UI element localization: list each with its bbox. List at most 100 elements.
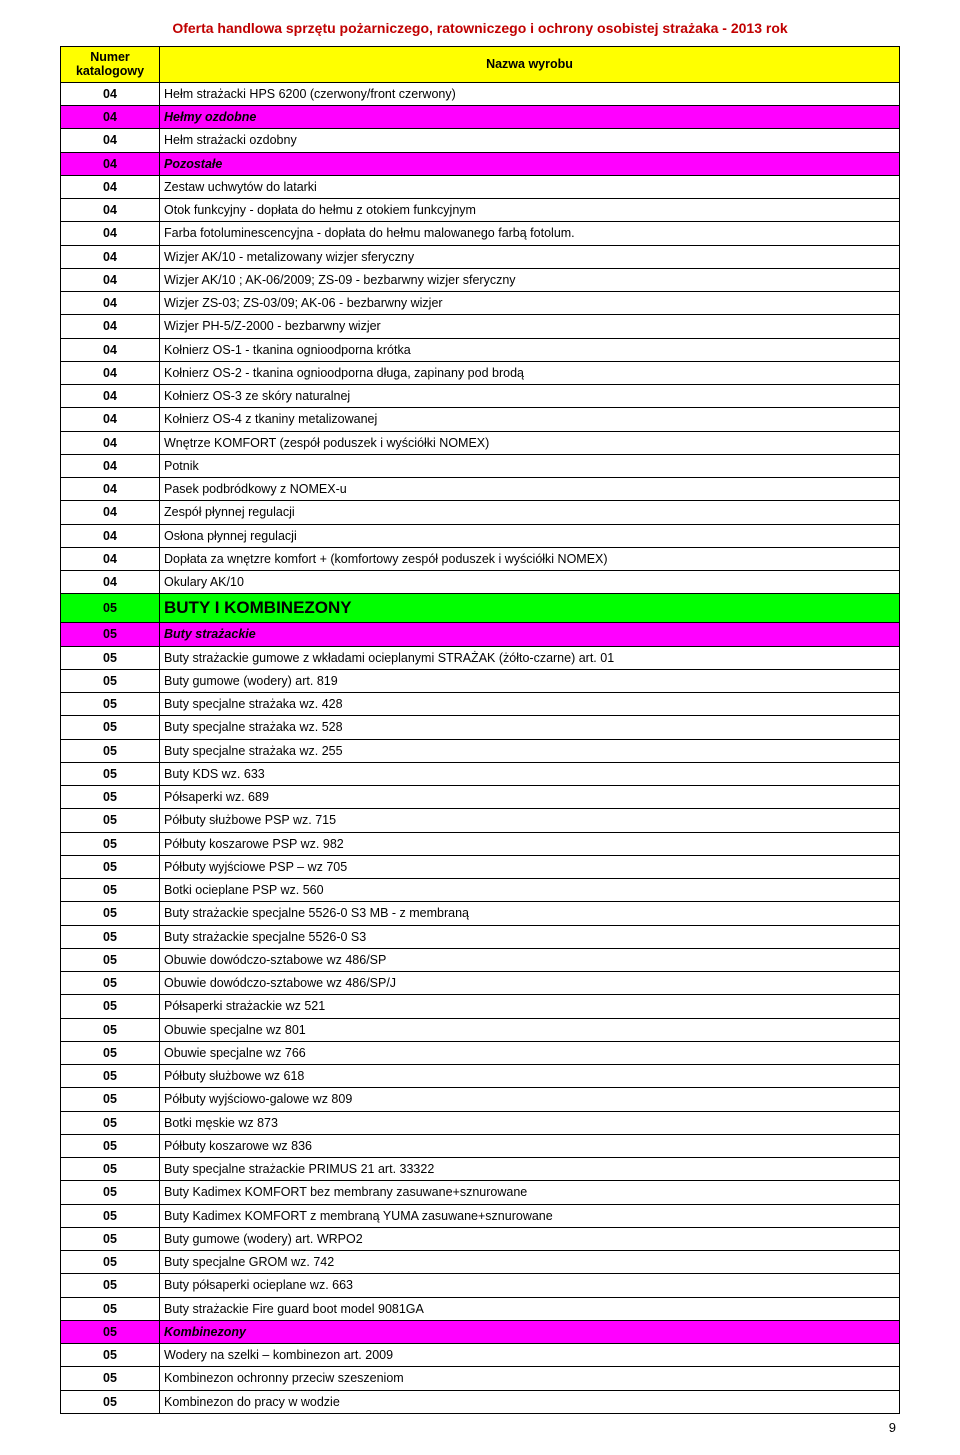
cell-product-name: Wizjer PH-5/Z-2000 - bezbarwny wizjer bbox=[160, 315, 900, 338]
cell-product-name: Dopłata za wnętzre komfort + (komfortowy… bbox=[160, 547, 900, 570]
cell-product-name: Buty strażackie bbox=[160, 623, 900, 646]
cell-catalog-number: 05 bbox=[61, 1367, 160, 1390]
cell-catalog-number: 04 bbox=[61, 222, 160, 245]
table-row: 05Obuwie specjalne wz 766 bbox=[61, 1041, 900, 1064]
cell-product-name: Wizjer AK/10 - metalizowany wizjer sfery… bbox=[160, 245, 900, 268]
cell-product-name: Półbuty służbowe PSP wz. 715 bbox=[160, 809, 900, 832]
cell-product-name: Buty specjalne strażaka wz. 528 bbox=[160, 716, 900, 739]
cell-catalog-number: 04 bbox=[61, 361, 160, 384]
cell-catalog-number: 04 bbox=[61, 431, 160, 454]
table-row: 05Buty półsaperki ocieplane wz. 663 bbox=[61, 1274, 900, 1297]
page-number: 9 bbox=[60, 1420, 900, 1435]
table-row: 04Dopłata za wnętzre komfort + (komforto… bbox=[61, 547, 900, 570]
cell-product-name: Buty specjalne strażackie PRIMUS 21 art.… bbox=[160, 1158, 900, 1181]
cell-catalog-number: 05 bbox=[61, 762, 160, 785]
cell-catalog-number: 05 bbox=[61, 1158, 160, 1181]
cell-product-name: Pozostałe bbox=[160, 152, 900, 175]
cell-catalog-number: 05 bbox=[61, 1344, 160, 1367]
cell-product-name: Półbuty służbowe wz 618 bbox=[160, 1065, 900, 1088]
cell-catalog-number: 05 bbox=[61, 716, 160, 739]
table-row: 04Kołnierz OS-3 ze skóry naturalnej bbox=[61, 385, 900, 408]
table-row: 05Buty strażackie bbox=[61, 623, 900, 646]
cell-product-name: Hełm strażacki ozdobny bbox=[160, 129, 900, 152]
table-row: 04Kołnierz OS-4 z tkaniny metalizowanej bbox=[61, 408, 900, 431]
cell-catalog-number: 04 bbox=[61, 385, 160, 408]
table-row: 05BUTY I KOMBINEZONY bbox=[61, 594, 900, 623]
cell-catalog-number: 05 bbox=[61, 669, 160, 692]
table-row: 05Buty strażackie specjalne 5526-0 S3 MB… bbox=[61, 902, 900, 925]
cell-product-name: Hełmy ozdobne bbox=[160, 106, 900, 129]
header-col-number-line1: Numer bbox=[90, 50, 130, 64]
table-row: 05Buty Kadimex KOMFORT bez membrany zasu… bbox=[61, 1181, 900, 1204]
cell-catalog-number: 04 bbox=[61, 315, 160, 338]
cell-catalog-number: 05 bbox=[61, 1251, 160, 1274]
table-row: 04Pasek podbródkowy z NOMEX-u bbox=[61, 478, 900, 501]
table-row: 04Otok funkcyjny - dopłata do hełmu z ot… bbox=[61, 199, 900, 222]
cell-product-name: Kołnierz OS-1 - tkanina ognioodporna kró… bbox=[160, 338, 900, 361]
cell-catalog-number: 04 bbox=[61, 408, 160, 431]
cell-product-name: Botki ocieplane PSP wz. 560 bbox=[160, 879, 900, 902]
cell-catalog-number: 05 bbox=[61, 623, 160, 646]
table-row: 05Obuwie specjalne wz 801 bbox=[61, 1018, 900, 1041]
cell-catalog-number: 05 bbox=[61, 972, 160, 995]
cell-catalog-number: 05 bbox=[61, 995, 160, 1018]
cell-product-name: Półbuty wyjściowe PSP – wz 705 bbox=[160, 855, 900, 878]
cell-product-name: Kombinezony bbox=[160, 1320, 900, 1343]
catalog-table: Numer katalogowy Nazwa wyrobu 04Hełm str… bbox=[60, 46, 900, 1414]
table-row: 04Hełm strażacki ozdobny bbox=[61, 129, 900, 152]
cell-catalog-number: 05 bbox=[61, 855, 160, 878]
cell-catalog-number: 05 bbox=[61, 902, 160, 925]
cell-product-name: Buty Kadimex KOMFORT z membraną YUMA zas… bbox=[160, 1204, 900, 1227]
cell-catalog-number: 04 bbox=[61, 82, 160, 105]
table-row: 04Kołnierz OS-2 - tkanina ognioodporna d… bbox=[61, 361, 900, 384]
cell-catalog-number: 05 bbox=[61, 1320, 160, 1343]
table-row: 05Półbuty służbowe PSP wz. 715 bbox=[61, 809, 900, 832]
cell-product-name: Półbuty wyjściowo-galowe wz 809 bbox=[160, 1088, 900, 1111]
table-row: 05Buty strażackie gumowe z wkładami ocie… bbox=[61, 646, 900, 669]
cell-product-name: Wizjer AK/10 ; AK-06/2009; ZS-09 - bezba… bbox=[160, 268, 900, 291]
table-row: 04Osłona płynnej regulacji bbox=[61, 524, 900, 547]
table-header-row: Numer katalogowy Nazwa wyrobu bbox=[61, 47, 900, 83]
cell-product-name: Okulary AK/10 bbox=[160, 571, 900, 594]
table-row: 05Kombinezon do pracy w wodzie bbox=[61, 1390, 900, 1413]
cell-product-name: Półsaperki wz. 689 bbox=[160, 786, 900, 809]
cell-product-name: Kołnierz OS-2 - tkanina ognioodporna dłu… bbox=[160, 361, 900, 384]
cell-catalog-number: 04 bbox=[61, 152, 160, 175]
table-row: 04Wizjer AK/10 - metalizowany wizjer sfe… bbox=[61, 245, 900, 268]
document-title: Oferta handlowa sprzętu pożarniczego, ra… bbox=[60, 20, 900, 36]
cell-catalog-number: 05 bbox=[61, 1111, 160, 1134]
table-row: 05Buty specjalne strażackie PRIMUS 21 ar… bbox=[61, 1158, 900, 1181]
cell-product-name: Półbuty koszarowe wz 836 bbox=[160, 1134, 900, 1157]
table-row: 05Wodery na szelki – kombinezon art. 200… bbox=[61, 1344, 900, 1367]
cell-product-name: Wizjer ZS-03; ZS-03/09; AK-06 - bezbarwn… bbox=[160, 292, 900, 315]
cell-catalog-number: 04 bbox=[61, 268, 160, 291]
cell-product-name: Półbuty koszarowe PSP wz. 982 bbox=[160, 832, 900, 855]
cell-catalog-number: 04 bbox=[61, 571, 160, 594]
table-row: 05Botki ocieplane PSP wz. 560 bbox=[61, 879, 900, 902]
cell-catalog-number: 04 bbox=[61, 175, 160, 198]
table-row: 05Buty KDS wz. 633 bbox=[61, 762, 900, 785]
cell-catalog-number: 05 bbox=[61, 1274, 160, 1297]
cell-catalog-number: 05 bbox=[61, 879, 160, 902]
table-row: 05Buty specjalne strażaka wz. 528 bbox=[61, 716, 900, 739]
table-row: 05Obuwie dowódczo-sztabowe wz 486/SP bbox=[61, 948, 900, 971]
cell-catalog-number: 05 bbox=[61, 1134, 160, 1157]
table-row: 05Kombinezon ochronny przeciw szeszeniom bbox=[61, 1367, 900, 1390]
cell-product-name: Wodery na szelki – kombinezon art. 2009 bbox=[160, 1344, 900, 1367]
cell-catalog-number: 05 bbox=[61, 925, 160, 948]
cell-catalog-number: 04 bbox=[61, 478, 160, 501]
cell-product-name: Zestaw uchwytów do latarki bbox=[160, 175, 900, 198]
table-row: 05Kombinezony bbox=[61, 1320, 900, 1343]
cell-catalog-number: 04 bbox=[61, 129, 160, 152]
cell-product-name: Buty strażackie specjalne 5526-0 S3 bbox=[160, 925, 900, 948]
cell-product-name: Obuwie specjalne wz 801 bbox=[160, 1018, 900, 1041]
cell-product-name: Obuwie dowódczo-sztabowe wz 486/SP/J bbox=[160, 972, 900, 995]
cell-product-name: Wnętrze KOMFORT (zespół poduszek i wyści… bbox=[160, 431, 900, 454]
cell-catalog-number: 04 bbox=[61, 292, 160, 315]
table-row: 05Buty gumowe (wodery) art. 819 bbox=[61, 669, 900, 692]
cell-product-name: Buty Kadimex KOMFORT bez membrany zasuwa… bbox=[160, 1181, 900, 1204]
cell-product-name: Buty specjalne strażaka wz. 428 bbox=[160, 693, 900, 716]
table-row: 04Wizjer ZS-03; ZS-03/09; AK-06 - bezbar… bbox=[61, 292, 900, 315]
cell-product-name: Obuwie specjalne wz 766 bbox=[160, 1041, 900, 1064]
cell-product-name: Osłona płynnej regulacji bbox=[160, 524, 900, 547]
